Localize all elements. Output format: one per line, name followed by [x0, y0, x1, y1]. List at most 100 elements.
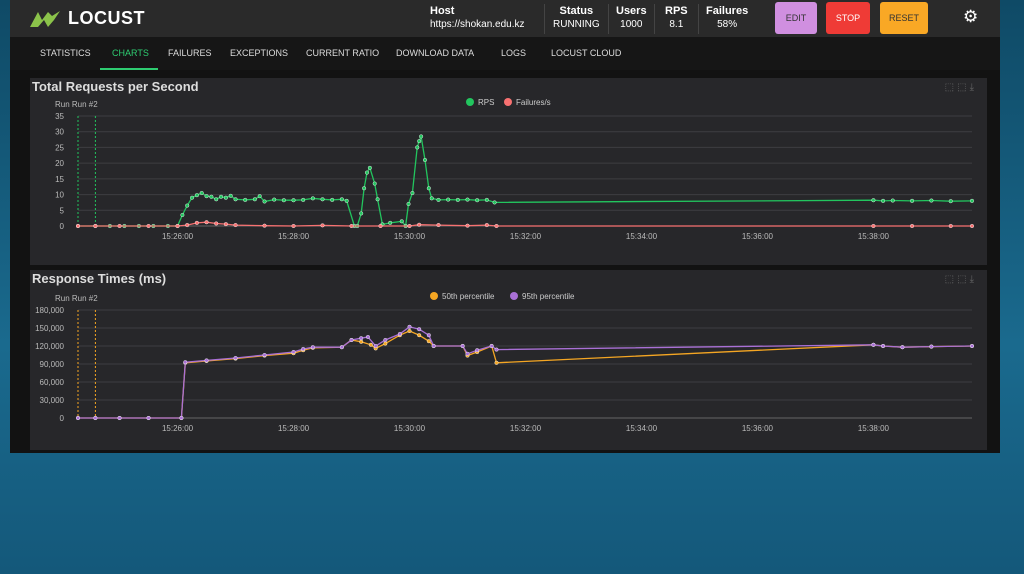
response-times-chart: Run Run #2 50th percentile 95th percentile… — [35, 292, 975, 433]
data-point — [410, 190, 415, 195]
data-point — [194, 220, 199, 225]
y-tick-label: 10 — [55, 191, 64, 200]
stop-button[interactable]: STOP — [826, 2, 870, 34]
data-point — [871, 342, 876, 347]
data-point — [399, 219, 404, 224]
data-point — [339, 197, 344, 202]
y-tick-label: 120,000 — [35, 342, 64, 351]
data-point — [373, 343, 378, 348]
data-point — [233, 223, 238, 228]
rps-value: 8.1 — [669, 19, 684, 30]
data-point — [185, 203, 190, 208]
series-line — [78, 326, 973, 419]
data-point — [417, 139, 422, 144]
rps-chart-panel: Total Requests per Second ⬚⬚⤓ Run Run #2… — [30, 78, 987, 265]
legend-marker — [504, 98, 512, 106]
data-point — [301, 197, 306, 202]
data-point — [388, 220, 393, 225]
data-point — [243, 197, 248, 202]
data-point — [375, 197, 380, 202]
data-point — [383, 341, 388, 346]
chart-toolbox[interactable]: ⬚⬚⤓ — [945, 82, 977, 93]
data-point — [475, 348, 480, 353]
data-point — [397, 332, 402, 337]
data-point — [465, 223, 470, 228]
data-point — [272, 197, 277, 202]
series-line — [78, 221, 972, 227]
series-line — [78, 134, 973, 228]
failures-label: Failures — [706, 5, 749, 17]
download-icon[interactable]: ⤓ — [969, 82, 977, 93]
legend-label: 50th percentile — [442, 292, 495, 301]
x-tick-label: 15:28:00 — [278, 232, 310, 241]
data-point — [890, 198, 895, 203]
data-point — [199, 190, 204, 195]
zoom-icon[interactable]: ⬚ — [944, 82, 958, 93]
active-tab-indicator — [100, 68, 158, 70]
tab-logs[interactable]: LOGS — [501, 48, 527, 58]
chart-title: Response Times (ms) — [32, 271, 167, 286]
y-tick-label: 90,000 — [40, 360, 65, 369]
data-point — [426, 333, 431, 338]
tab-download-data[interactable]: DOWNLOAD DATA — [396, 48, 475, 58]
data-point — [93, 415, 98, 420]
data-point — [349, 337, 354, 342]
data-point — [910, 223, 915, 228]
data-point — [881, 343, 886, 348]
reset-button[interactable]: RESET — [880, 2, 928, 34]
tab-statistics[interactable]: STATISTICS — [40, 48, 91, 58]
download-icon[interactable]: ⤓ — [969, 274, 977, 285]
y-tick-label: 150,000 — [35, 324, 64, 333]
zoom-icon[interactable]: ⬚ — [944, 274, 958, 285]
data-point — [910, 198, 915, 203]
data-point — [281, 198, 286, 203]
data-point — [175, 223, 180, 228]
data-point — [475, 198, 480, 203]
tab-current-ratio[interactable]: CURRENT RATIO — [306, 48, 380, 58]
data-point — [204, 220, 209, 225]
data-point — [368, 342, 373, 347]
x-tick-label: 15:30:00 — [394, 232, 426, 241]
host-value: https://shokan.edu.kz — [430, 19, 525, 30]
data-point — [455, 197, 460, 202]
data-point — [146, 415, 151, 420]
data-point — [494, 223, 499, 228]
gear-icon[interactable]: ⚙ — [963, 7, 979, 26]
x-tick-label: 15:34:00 — [626, 424, 658, 433]
users-value: 1000 — [620, 19, 643, 30]
tab-failures[interactable]: FAILURES — [168, 48, 212, 58]
status-stat: Status RUNNING — [553, 4, 600, 32]
data-point — [383, 337, 388, 342]
data-point — [417, 327, 422, 332]
data-point — [339, 345, 344, 350]
data-point — [417, 222, 422, 227]
y-tick-label: 0 — [60, 222, 65, 231]
restore-icon[interactable]: ⬚ — [957, 274, 970, 285]
data-point — [194, 193, 199, 198]
edit-button[interactable]: EDIT — [775, 2, 817, 34]
tab-locust-cloud[interactable]: LOCUST CLOUD — [551, 48, 622, 58]
data-point — [228, 193, 233, 198]
data-point — [948, 223, 953, 228]
users-stat: Users 1000 — [616, 4, 647, 32]
x-tick-label: 15:38:00 — [858, 232, 890, 241]
y-tick-label: 30,000 — [40, 396, 65, 405]
data-point — [422, 157, 427, 162]
data-point — [494, 347, 499, 352]
data-point — [407, 329, 412, 334]
data-point — [183, 360, 188, 365]
data-point — [881, 198, 886, 203]
chart-toolbox[interactable]: ⬚⬚⤓ — [945, 274, 977, 285]
data-point — [429, 196, 434, 201]
tab-exceptions[interactable]: EXCEPTIONS — [230, 48, 289, 58]
data-point — [179, 415, 184, 420]
data-point — [871, 198, 876, 203]
run-label: Run Run #2 — [55, 294, 98, 303]
locust-logo[interactable]: LOCUST — [28, 8, 145, 29]
tab-charts[interactable]: CHARTS — [112, 48, 149, 58]
data-point — [117, 223, 122, 228]
restore-icon[interactable]: ⬚ — [957, 82, 970, 93]
data-point — [257, 194, 262, 199]
data-point — [426, 186, 431, 191]
data-point — [417, 333, 422, 338]
